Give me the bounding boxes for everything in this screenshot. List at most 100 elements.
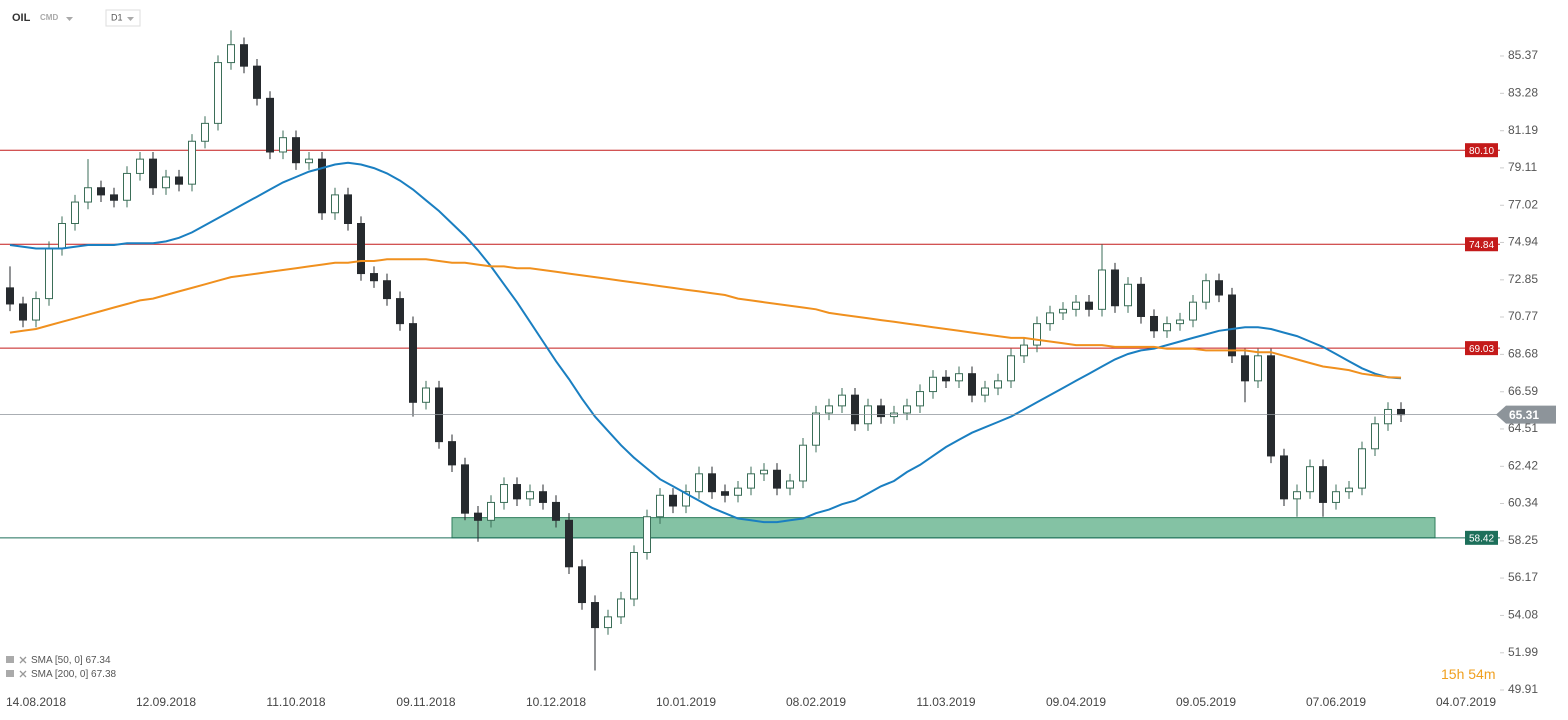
candle-down	[1215, 280, 1223, 296]
current-price-label: 65.31	[1509, 408, 1539, 422]
y-tick-label: 51.99	[1508, 645, 1538, 659]
candle-down	[1280, 455, 1288, 500]
x-tick-label: 10.01.2019	[656, 695, 716, 709]
legend-value: 67.34	[85, 655, 110, 666]
x-tick-label: 07.06.2019	[1306, 695, 1366, 709]
candle-down	[266, 97, 274, 153]
candle-up	[786, 480, 794, 489]
candle-up	[305, 158, 313, 164]
candle-up	[1189, 301, 1197, 321]
dropdown-arrow[interactable]	[66, 17, 73, 21]
candle-up	[682, 491, 690, 507]
candle-up	[1046, 312, 1054, 325]
candle-down	[461, 464, 469, 514]
candle-up	[279, 137, 287, 153]
candle-down	[97, 187, 105, 196]
legend-icon	[6, 670, 14, 677]
y-tick-label: 85.37	[1508, 48, 1538, 62]
candle-down	[149, 158, 157, 189]
interval[interactable]: D1	[111, 12, 123, 22]
candle-down	[942, 376, 950, 382]
candle-down	[552, 501, 560, 521]
candle-up	[331, 194, 339, 214]
level-label: 58.42	[1469, 533, 1494, 544]
current-price-badge	[1496, 405, 1556, 424]
candle-up	[604, 616, 612, 629]
candle-down	[344, 194, 352, 224]
interval-box[interactable]	[105, 9, 141, 27]
candle-up	[838, 394, 846, 407]
candle-down	[877, 405, 885, 418]
sma-line	[9, 161, 1402, 524]
candle-up	[422, 387, 430, 403]
legend-close	[19, 670, 27, 678]
candle-up	[1098, 269, 1106, 310]
legend-entry: SMA [200, 0] 67.38	[31, 669, 117, 680]
y-tick-label: 60.34	[1508, 496, 1538, 510]
candle-up	[1020, 344, 1028, 357]
x-tick-label: 11.03.2019	[916, 695, 975, 709]
candle-up	[45, 248, 53, 300]
symbol: OIL	[12, 12, 31, 24]
candle-down	[851, 394, 859, 425]
y-tick-label: 72.85	[1508, 272, 1538, 286]
candle-up	[136, 158, 144, 174]
candle-up	[656, 494, 664, 518]
level-badge	[1465, 530, 1498, 545]
countdown-hours: 15h	[1441, 666, 1464, 682]
candle-up	[1371, 423, 1379, 450]
candle-down	[1085, 301, 1093, 310]
y-tick-label: 58.25	[1508, 533, 1538, 547]
legend-close	[19, 656, 27, 664]
candle-down	[513, 484, 521, 500]
candle-up	[1033, 323, 1041, 346]
candle-up	[214, 62, 222, 124]
y-tick-label: 77.02	[1508, 197, 1538, 211]
y-tick-label: 49.91	[1508, 682, 1538, 696]
candle-up	[1306, 466, 1314, 493]
candle-up	[1007, 355, 1015, 382]
candle-down	[1241, 355, 1249, 382]
legend-value: 67.38	[91, 669, 116, 680]
candle-down	[370, 273, 378, 282]
candle-up	[1332, 491, 1340, 503]
y-tick-label: 66.59	[1508, 384, 1538, 398]
candle-up	[1384, 408, 1392, 425]
candle-up	[799, 444, 807, 482]
x-tick-label: 08.02.2019	[786, 695, 846, 709]
candle-up	[1163, 323, 1171, 332]
legend-name: SMA [200, 0]	[31, 669, 88, 680]
dropdown-arrow[interactable]	[127, 17, 134, 21]
candle-up	[916, 391, 924, 407]
candle-down	[578, 566, 586, 604]
x-tick-label: 11.10.2018	[266, 695, 325, 709]
candle-up	[981, 387, 989, 396]
candle-up	[188, 140, 196, 185]
candle-up	[123, 172, 131, 201]
level-label: 69.03	[1469, 344, 1494, 355]
level-badge	[1465, 341, 1498, 356]
y-tick-label: 83.28	[1508, 86, 1538, 100]
y-tick-label: 74.94	[1508, 235, 1538, 249]
candle-down	[474, 512, 482, 521]
candle-down	[409, 323, 417, 403]
legend-name: SMA [50, 0]	[31, 655, 83, 666]
candle-up	[1176, 319, 1184, 325]
candle-up	[58, 222, 66, 250]
candle-up	[1254, 355, 1262, 382]
x-tick-label: 09.04.2019	[1046, 695, 1106, 709]
y-tick-label: 62.42	[1508, 458, 1538, 472]
candle-up	[747, 473, 755, 489]
y-tick-label: 81.19	[1508, 123, 1538, 137]
legend-entry: SMA [50, 0] 67.34	[31, 655, 111, 666]
level-badge	[1465, 143, 1498, 158]
candle-up	[1072, 301, 1080, 310]
y-tick-label: 56.17	[1508, 570, 1538, 584]
candle-down	[539, 491, 547, 503]
candle-down	[1267, 355, 1275, 457]
market[interactable]: CMD	[40, 13, 58, 22]
level-label: 74.84	[1469, 240, 1494, 251]
candle-up	[734, 487, 742, 496]
candle-down	[1228, 294, 1236, 357]
